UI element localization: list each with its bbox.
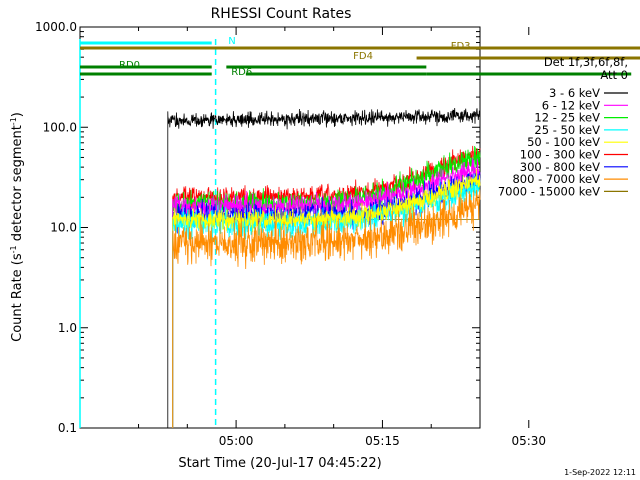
x-tick-label: 05:30	[511, 434, 546, 448]
series-line	[167, 107, 481, 428]
legend-label: 12 - 25 keV	[534, 111, 600, 125]
y-label-start: Count Rate (s	[10, 253, 25, 342]
y-tick-label: 1000.0	[35, 20, 77, 34]
y-label-middle: detector segment	[10, 125, 25, 245]
flag-label: FD4	[353, 51, 373, 62]
plot-timestamp: 1-Sep-2022 12:11	[564, 468, 636, 477]
legend-label: 7000 - 15000 keV	[498, 184, 600, 198]
legend-label: 800 - 7000 keV	[512, 172, 600, 186]
legend-label: 3 - 6 keV	[549, 86, 600, 100]
flag-label: N	[228, 36, 235, 47]
y-label-exponent-2: -1	[9, 117, 18, 125]
y-label-exponent: -1	[9, 245, 18, 253]
x-tick-label: 05:00	[219, 434, 254, 448]
flag-label: RD0	[119, 60, 140, 71]
series-line	[172, 168, 481, 428]
y-tick-label: 1.0	[58, 321, 77, 335]
legend-label: 50 - 100 keV	[527, 135, 600, 149]
attenuator-lines	[79, 39, 217, 428]
flag-label: FD3	[451, 41, 471, 52]
series-line	[172, 189, 481, 428]
chart-title: RHESSI Count Rates	[211, 6, 352, 22]
y-tick-label: 10.0	[50, 221, 77, 235]
y-tick-label: 100.0	[43, 120, 77, 134]
y-label-end: )	[10, 112, 25, 117]
series-lines	[167, 107, 481, 428]
flag-bars: N FD3 FD4 RD0 RD6	[80, 36, 640, 78]
legend-label: 300 - 800 keV	[520, 160, 600, 174]
y-axis: 0.1 1.0 10.0 100.0 1000.0	[35, 20, 480, 435]
x-tick-label: 05:15	[365, 434, 400, 448]
legend-label: 6 - 12 keV	[542, 98, 600, 112]
y-tick-label: 0.1	[58, 421, 77, 435]
legend-header-line-2: Att 0	[600, 68, 628, 82]
y-axis-label: Count Rate (s-1 detector segment-1)	[9, 112, 25, 342]
legend-label: 100 - 300 keV	[520, 148, 600, 162]
x-axis-label: Start Time (20-Jul-17 04:45:22)	[178, 456, 381, 471]
flag-label: RD6	[231, 67, 252, 78]
legend-header-line-1: Det 1f,3f,6f,8f,	[544, 55, 628, 69]
legend-label: 25 - 50 keV	[534, 123, 600, 137]
